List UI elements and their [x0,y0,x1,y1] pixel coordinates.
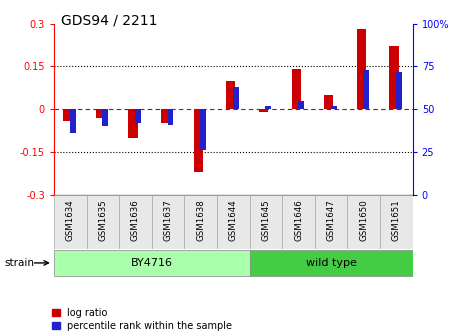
Bar [331,106,337,109]
Text: GSM1635: GSM1635 [98,199,107,241]
Bar [233,87,239,109]
Bar [87,195,119,249]
Bar [282,195,315,249]
Text: GSM1638: GSM1638 [196,199,205,241]
Text: GSM1650: GSM1650 [359,199,368,241]
Text: GSM1637: GSM1637 [164,199,173,241]
Text: wild type: wild type [306,258,356,268]
Bar [54,195,87,249]
Bar [102,109,108,126]
Bar [292,69,301,109]
Bar [184,195,217,249]
Text: GDS94 / 2211: GDS94 / 2211 [61,13,158,28]
Bar [265,106,272,109]
Bar [324,95,333,109]
Text: GSM1646: GSM1646 [294,199,303,241]
Bar [167,109,174,125]
Bar [129,109,137,138]
Bar [54,250,250,276]
Text: GSM1636: GSM1636 [131,199,140,241]
Bar [152,195,184,249]
Bar [194,109,203,172]
Bar [135,109,141,123]
Text: BY4716: BY4716 [131,258,173,268]
Text: strain: strain [5,258,35,268]
Bar [200,109,206,150]
Bar [259,109,268,112]
Text: GSM1647: GSM1647 [327,199,336,241]
Bar [217,195,250,249]
Bar [389,46,399,109]
Bar [63,109,72,121]
Text: GSM1634: GSM1634 [66,199,75,241]
Bar [315,195,348,249]
Bar [348,195,380,249]
Bar [119,195,152,249]
Bar [250,250,413,276]
Bar [227,81,235,109]
Text: GSM1645: GSM1645 [261,199,271,241]
Bar [363,70,369,109]
Bar [298,101,304,109]
Bar [96,109,105,118]
Text: GSM1651: GSM1651 [392,199,401,241]
Bar [250,195,282,249]
Bar [357,29,366,109]
Bar [161,109,170,124]
Bar [70,109,76,133]
Legend: log ratio, percentile rank within the sample: log ratio, percentile rank within the sa… [52,308,232,331]
Bar [396,72,402,109]
Text: GSM1644: GSM1644 [229,199,238,241]
Bar [380,195,413,249]
